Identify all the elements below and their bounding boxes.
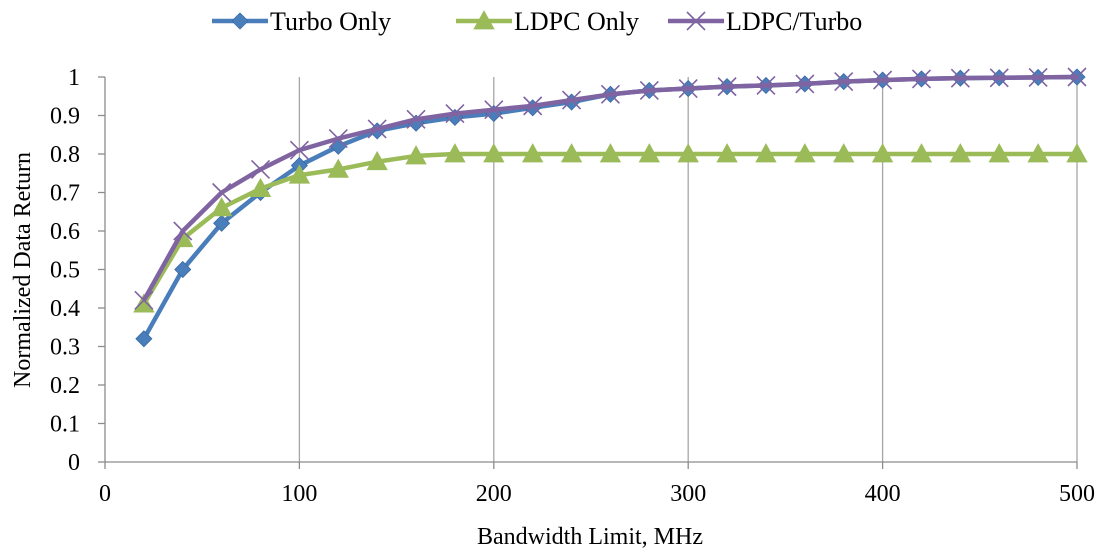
legend-marker: [231, 12, 249, 30]
x-tick-label: 300: [670, 481, 706, 507]
series-triangle: [133, 143, 1088, 313]
y-axis-title: Normalized Data Return: [10, 152, 36, 388]
data-point-marker: [794, 143, 816, 163]
series-x: [134, 67, 1087, 310]
data-point-marker: [289, 140, 309, 160]
data-point-marker: [795, 74, 815, 94]
data-point-marker: [561, 90, 582, 110]
legend-marker: [473, 10, 495, 30]
data-point-marker: [327, 158, 349, 178]
data-point-marker: [678, 78, 698, 99]
data-point-marker: [638, 143, 660, 163]
x-tick-label: 400: [865, 481, 901, 507]
y-tick-label: 0.5: [50, 258, 80, 284]
data-point-marker: [444, 143, 466, 163]
data-point-marker: [174, 260, 192, 279]
data-point-marker: [522, 143, 544, 163]
data-point-marker: [1028, 67, 1048, 87]
data-point-marker: [173, 221, 193, 241]
x-tick-labels: 0 100 200 300 400 500: [99, 481, 1095, 507]
data-point-marker: [1067, 67, 1087, 87]
data-point-marker: [949, 143, 972, 163]
data-point-marker: [135, 330, 153, 348]
data-point-marker: [756, 75, 776, 96]
data-point-marker: [717, 77, 737, 97]
data-point-marker: [833, 143, 855, 163]
data-point-marker: [1027, 143, 1049, 163]
axes: [98, 76, 1078, 469]
data-point-marker: [328, 129, 348, 149]
data-point-marker: [445, 104, 465, 124]
series-diamond: [135, 68, 1086, 348]
grid-lines: [298, 77, 1078, 462]
y-tick-label: 1: [68, 65, 80, 91]
data-point-marker: [677, 143, 699, 163]
data-point-marker: [523, 96, 543, 116]
y-tick-label: 0: [68, 450, 80, 476]
data-point-marker: [212, 182, 232, 203]
data-point-marker: [484, 100, 504, 120]
legend-marker: [686, 11, 706, 31]
y-tick-labels: 0 0.1 0.2 0.3 0.4 0.5 0.6 0.7 0.8 0.9 1: [50, 65, 80, 476]
data-point-marker: [406, 109, 426, 129]
data-point-marker: [600, 84, 621, 104]
data-point-marker: [249, 177, 272, 198]
x-tick-label: 200: [476, 481, 512, 507]
data-point-marker: [560, 143, 583, 163]
series-line: [141, 74, 1078, 340]
x-tick-label: 0: [99, 481, 111, 507]
data-point-marker: [133, 293, 155, 313]
x-axis-title: Bandwidth Limit, MHz: [477, 524, 703, 550]
legend-item: Turbo Only: [212, 7, 391, 36]
y-tick-label: 0.3: [50, 335, 80, 361]
data-point-marker: [716, 143, 738, 163]
data-point-marker: [871, 143, 894, 163]
data-point-marker: [950, 68, 970, 88]
legend: Turbo Only LDPC Only LDPC/Turbo: [212, 7, 862, 36]
data-point-marker: [989, 68, 1009, 88]
legend-label: LDPC/Turbo: [726, 7, 862, 36]
legend-item: LDPC/Turbo: [668, 7, 862, 36]
data-point-marker: [910, 143, 933, 163]
data-point-marker: [639, 80, 659, 101]
data-point-marker: [366, 150, 388, 171]
legend-label: LDPC Only: [514, 7, 639, 36]
x-tick-label: 500: [1059, 481, 1095, 507]
data-point-marker: [210, 197, 233, 217]
legend-item: LDPC Only: [456, 7, 639, 36]
data-point-marker: [213, 214, 231, 232]
y-tick-label: 0.2: [50, 373, 80, 399]
y-tick-label: 0.6: [50, 219, 80, 245]
data-point-marker: [599, 143, 622, 163]
data-point-marker: [755, 143, 777, 163]
series-group: [133, 67, 1088, 348]
y-tick-label: 0.7: [50, 181, 80, 207]
data-point-marker: [483, 143, 505, 163]
legend-label: Turbo Only: [270, 7, 391, 36]
data-point-marker: [250, 159, 271, 179]
y-tick-label: 0.4: [50, 296, 80, 322]
data-point-marker: [1066, 143, 1088, 163]
data-point-marker: [367, 119, 387, 139]
y-tick-label: 0.8: [50, 142, 80, 168]
x-tick-label: 100: [281, 481, 317, 507]
data-point-marker: [405, 145, 427, 165]
data-point-marker: [873, 70, 893, 90]
data-point-marker: [288, 164, 311, 184]
data-point-marker: [988, 143, 1010, 163]
y-tick-label: 0.1: [50, 412, 80, 438]
data-point-marker: [834, 72, 854, 92]
data-point-marker: [134, 290, 154, 310]
data-point-marker: [911, 69, 932, 89]
series-line: [141, 74, 1078, 302]
y-tick-label: 0.9: [50, 104, 80, 130]
